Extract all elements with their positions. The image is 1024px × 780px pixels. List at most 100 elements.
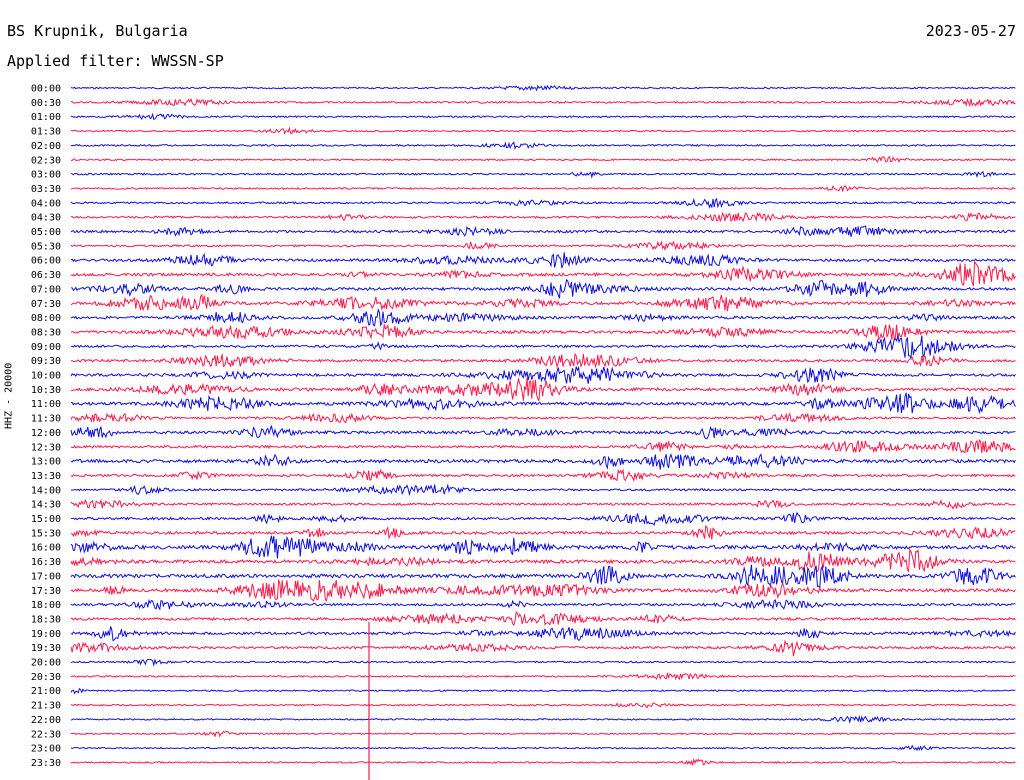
- time-label: 22:00: [31, 715, 61, 726]
- trace-line: [70, 564, 1016, 589]
- time-label: 20:30: [31, 672, 61, 683]
- time-label: 06:00: [31, 256, 61, 267]
- trace-line: [70, 240, 1016, 252]
- trace-line: [70, 352, 1016, 369]
- trace-line: [70, 626, 1016, 642]
- time-label: 19:30: [31, 643, 61, 654]
- time-label: 09:30: [31, 356, 61, 367]
- time-label: 08:00: [31, 313, 61, 324]
- time-label: 02:30: [31, 155, 61, 166]
- time-label: 19:00: [31, 629, 61, 640]
- trace-line: [70, 377, 1016, 402]
- station-title: BS Krupnik, Bulgaria: [7, 22, 188, 40]
- trace-line: [70, 425, 1016, 440]
- time-label: 08:30: [31, 327, 61, 338]
- time-label: 22:30: [31, 729, 61, 740]
- time-label: 11:00: [31, 399, 61, 410]
- time-label: 17:30: [31, 586, 61, 597]
- time-label: 04:30: [31, 213, 61, 224]
- trace-line: [70, 412, 1016, 424]
- trace-line: [70, 611, 1016, 627]
- time-label: 18:00: [31, 600, 61, 611]
- time-label: 14:30: [31, 500, 61, 511]
- trace-line: [71, 278, 1016, 299]
- time-label: 15:00: [31, 514, 61, 525]
- trace-line: [70, 525, 1016, 540]
- time-label: 05:30: [31, 241, 61, 252]
- trace-line: [70, 293, 1016, 312]
- time-label: 02:00: [31, 141, 61, 152]
- trace-line: [70, 757, 1016, 767]
- trace-line: [70, 308, 1016, 327]
- trace-line: [70, 170, 1016, 179]
- time-label: 14:00: [31, 485, 61, 496]
- trace-line: [70, 365, 1016, 384]
- trace-line: [70, 225, 1016, 237]
- time-label: 21:00: [31, 686, 61, 697]
- time-label: 23:00: [31, 744, 61, 755]
- time-label: 09:00: [31, 342, 61, 353]
- time-label: 10:00: [31, 371, 61, 382]
- trace-line: [70, 439, 1016, 454]
- time-label: 10:30: [31, 385, 61, 396]
- trace-line: [70, 511, 1016, 526]
- trace-line: [70, 323, 1016, 342]
- trace-line: [70, 671, 1016, 681]
- time-label: 21:30: [31, 701, 61, 712]
- trace-line: [70, 197, 1016, 209]
- trace-line: [70, 453, 1016, 470]
- trace-line: [70, 702, 1016, 709]
- time-label: 00:30: [31, 98, 61, 109]
- time-label: 01:30: [31, 127, 61, 138]
- time-label: 13:00: [31, 457, 61, 468]
- time-label: 06:30: [31, 270, 61, 281]
- recording-date: 2023-05-27: [925, 22, 1016, 40]
- time-label: 23:30: [31, 758, 61, 769]
- time-label: 16:30: [31, 557, 61, 568]
- time-label: 20:00: [31, 658, 61, 669]
- trace-line: [70, 658, 1016, 667]
- trace-line: [70, 535, 1016, 559]
- trace-line: [70, 126, 1016, 135]
- filter-label: Applied filter: WWSSN-SP: [7, 52, 224, 70]
- time-label: 18:30: [31, 614, 61, 625]
- time-label: 16:00: [31, 543, 61, 554]
- time-label: 07:30: [31, 299, 61, 310]
- trace-line: [70, 639, 1016, 657]
- trace-line: [70, 714, 1016, 724]
- time-label: 13:30: [31, 471, 61, 482]
- time-label: 15:30: [31, 528, 61, 539]
- trace-line: [70, 84, 1016, 92]
- time-label: 12:00: [31, 428, 61, 439]
- trace-line: [70, 155, 1016, 163]
- trace-line: [70, 730, 1016, 738]
- trace-line: [70, 252, 1016, 269]
- trace-line: [70, 468, 1016, 483]
- trace-line: [70, 112, 1016, 121]
- time-label: 12:30: [31, 442, 61, 453]
- trace-line: [70, 185, 1016, 193]
- time-label: 11:30: [31, 414, 61, 425]
- trace-line: [70, 260, 1016, 286]
- time-label: 04:00: [31, 198, 61, 209]
- trace-line: [70, 598, 1016, 611]
- trace-line: [70, 97, 1016, 108]
- time-label: 01:00: [31, 112, 61, 123]
- trace-line: [70, 687, 1016, 695]
- time-label: 07:00: [31, 284, 61, 295]
- trace-line: [70, 141, 1016, 150]
- time-label: 05:00: [31, 227, 61, 238]
- trace-line: [70, 578, 1016, 602]
- trace-line: [70, 211, 1016, 223]
- time-label: 03:00: [31, 170, 61, 181]
- time-label: 00:00: [31, 84, 61, 95]
- trace-line: [70, 744, 1016, 752]
- trace-line: [70, 498, 1016, 510]
- trace-line: [71, 483, 1016, 497]
- trace-line: [70, 547, 1016, 573]
- trace-line: [70, 335, 1016, 361]
- trace-line: [70, 392, 1016, 415]
- time-label: 17:00: [31, 571, 61, 582]
- time-label: 03:30: [31, 184, 61, 195]
